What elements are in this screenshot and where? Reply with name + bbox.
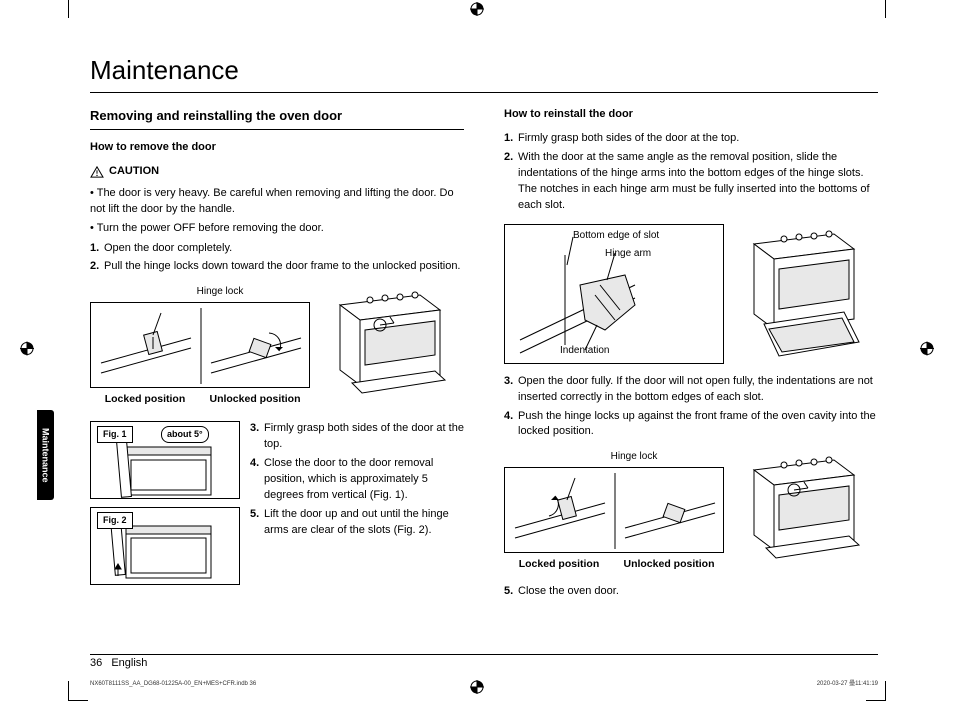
bottom-edge-label: Bottom edge of slot	[573, 229, 659, 244]
fig2-box: Fig. 2	[90, 507, 240, 585]
oven-iso-svg	[734, 450, 864, 560]
step-item: Push the hinge locks up against the fron…	[504, 409, 878, 441]
hinge-diagram-svg	[91, 303, 311, 389]
left-column: Removing and reinstalling the oven door …	[90, 107, 464, 603]
oven-iso-open	[734, 224, 864, 364]
fig-and-steps-row: Fig. 1 about 5°	[90, 421, 464, 585]
caution-bullets: The door is very heavy. Be careful when …	[90, 186, 464, 237]
step-item: Close the door to the door removal posit…	[250, 456, 464, 504]
crop-mark	[68, 0, 88, 18]
locked-caption: Locked position	[504, 557, 614, 572]
step-item: Close the oven door.	[504, 584, 878, 600]
footer-rule	[90, 654, 878, 655]
remove-steps-b: Firmly grasp both sides of the door at t…	[250, 421, 464, 542]
registration-mark	[470, 2, 484, 19]
registration-mark	[920, 341, 934, 358]
reinstall-steps-c: Close the oven door.	[504, 584, 878, 600]
fig-stack: Fig. 1 about 5°	[90, 421, 240, 585]
bullet-item: The door is very heavy. Be careful when …	[90, 186, 464, 218]
oven-iso-svg	[320, 285, 450, 395]
caution-label: CAUTION	[109, 164, 159, 180]
step-item: Firmly grasp both sides of the door at t…	[250, 421, 464, 453]
section-tab: Maintenance	[37, 410, 54, 500]
step-item: Open the door fully. If the door will no…	[504, 374, 878, 406]
registration-mark	[20, 341, 34, 358]
page-number: 36	[90, 657, 102, 669]
footer-page: 36 English	[90, 657, 147, 669]
hinge-arm-svg	[505, 225, 725, 365]
step-item: Lift the door up and out until the hinge…	[250, 507, 464, 539]
step-item: Pull the hinge locks down toward the doo…	[90, 259, 464, 275]
warning-icon	[90, 166, 104, 178]
hinge-diagram-svg	[505, 468, 725, 554]
subheading: How to remove the door	[90, 140, 464, 156]
hinge-diagram-box	[504, 467, 724, 553]
right-column: How to reinstall the door Firmly grasp b…	[504, 107, 878, 603]
hinge-arm-label: Hinge arm	[605, 247, 651, 262]
fig1-tag: Fig. 1	[97, 426, 133, 443]
remove-steps-a: Open the door completely. Pull the hinge…	[90, 241, 464, 276]
step-item: With the door at the same angle as the r…	[504, 150, 878, 214]
hinge-figure-row-2: Hinge lock	[504, 450, 878, 572]
oven-iso-small	[734, 450, 864, 560]
footer-timestamp: 2020-03-27 壘11:41:19	[817, 678, 878, 687]
content-area: Maintenance Removing and reinstalling th…	[90, 55, 878, 659]
oven-iso-open-svg	[734, 224, 864, 364]
about5-tag: about 5°	[161, 426, 209, 443]
caution-row: CAUTION	[90, 164, 464, 180]
hinge-figure-row: Hinge lock	[90, 285, 464, 407]
fig2-tag: Fig. 2	[97, 512, 133, 529]
indentation-label: Indentation	[560, 344, 610, 359]
crop-mark	[866, 0, 886, 18]
crop-mark	[68, 681, 88, 701]
page-language: English	[111, 657, 147, 669]
locked-caption: Locked position	[90, 392, 200, 407]
unlocked-caption: Unlocked position	[200, 392, 310, 407]
hinge-arm-row: Bottom edge of slot Hinge arm Indentatio…	[504, 224, 878, 364]
hinge-lock-label: Hinge lock	[544, 450, 724, 465]
hinge-arm-box: Bottom edge of slot Hinge arm Indentatio…	[504, 224, 724, 364]
page-title: Maintenance	[90, 55, 878, 93]
section-heading: Removing and reinstalling the oven door	[90, 107, 464, 130]
reinstall-steps-a: Firmly grasp both sides of the door at t…	[504, 131, 878, 214]
reinstall-steps-b: Open the door fully. If the door will no…	[504, 374, 878, 441]
registration-mark	[470, 680, 484, 697]
hinge-lock-label: Hinge lock	[130, 285, 310, 300]
footer-filename: NX60T8111SS_AA_DG68-01225A-00_EN+MES+CFR…	[90, 681, 256, 687]
two-column-layout: Removing and reinstalling the oven door …	[90, 107, 878, 603]
oven-iso-small	[320, 285, 450, 395]
bullet-item: Turn the power OFF before removing the d…	[90, 221, 464, 237]
fig1-box: Fig. 1 about 5°	[90, 421, 240, 499]
hinge-diagram-box	[90, 302, 310, 388]
subheading: How to reinstall the door	[504, 107, 878, 123]
unlocked-caption: Unlocked position	[614, 557, 724, 572]
page: Maintenance Maintenance Removing and rei…	[0, 0, 954, 699]
step-item: Firmly grasp both sides of the door at t…	[504, 131, 878, 147]
step-item: Open the door completely.	[90, 241, 464, 257]
